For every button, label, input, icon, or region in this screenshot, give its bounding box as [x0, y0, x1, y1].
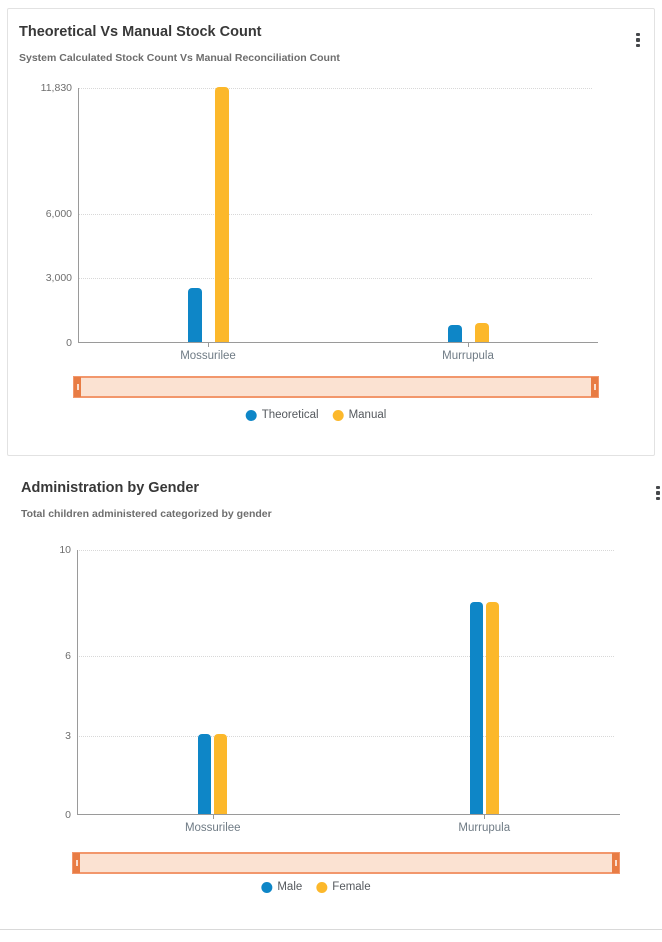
bar-theoretical-mossurilee[interactable] — [187, 288, 202, 342]
gridline — [78, 278, 592, 280]
bar-theoretical-murrupula[interactable] — [447, 325, 462, 342]
gridline — [77, 735, 614, 737]
bar-manual-mossurilee[interactable] — [214, 87, 229, 342]
bar-male-mossurilee[interactable] — [198, 734, 212, 814]
card-subtitle: Total children administered categorized … — [21, 508, 272, 520]
y-axis-tick-label: 0 — [66, 337, 72, 349]
gridline — [77, 656, 614, 657]
kebab-menu-icon[interactable] — [630, 29, 646, 51]
legend-item-theoretical[interactable]: Theoretical — [245, 409, 319, 421]
x-axis-line — [77, 814, 620, 815]
legend-label: Manual — [348, 409, 387, 421]
range-handle-left[interactable] — [73, 853, 80, 873]
gridline — [77, 550, 614, 551]
legend-label: Theoretical — [261, 409, 319, 421]
kebab-dot — [656, 496, 660, 501]
gridline — [78, 88, 592, 89]
stock-count-card: Theoretical Vs Manual Stock Count System… — [7, 8, 655, 456]
category-label: Murrupula — [442, 350, 494, 362]
kebab-dot — [656, 491, 660, 495]
kebab-dot — [656, 485, 660, 490]
legend-dot — [316, 881, 328, 893]
y-axis-tick-label: 6,000 — [45, 207, 72, 220]
x-axis-tick — [212, 815, 214, 819]
legend-label: Male — [277, 881, 303, 893]
stock-count-bar-chart: 0 3,000 6,000 11,830 Mossurilee Murrupula — [41, 82, 598, 362]
legend-item-manual[interactable]: Manual — [332, 409, 387, 421]
bar-male-murrupula[interactable] — [469, 602, 483, 814]
range-selector[interactable] — [73, 376, 599, 398]
gridline — [78, 213, 592, 215]
category-label: Murrupula — [458, 822, 511, 834]
x-axis-tick — [484, 815, 486, 819]
bar-female-murrupula[interactable] — [485, 602, 499, 814]
y-axis-tick-label: 11,830 — [40, 82, 72, 94]
y-axis-tick-label: 10 — [59, 544, 71, 556]
legend-label: Female — [332, 881, 371, 893]
bar-manual-murrupula[interactable] — [474, 323, 489, 342]
category-label: Mossurilee — [184, 822, 241, 834]
y-axis-tick-label: 3,000 — [45, 272, 72, 285]
legend-dot — [245, 409, 257, 421]
x-axis-tick — [208, 343, 209, 347]
category-label: Mossurilee — [180, 350, 236, 362]
y-axis-tick-label: 0 — [65, 809, 71, 821]
legend-dot — [261, 881, 273, 893]
kebab-menu-icon[interactable] — [650, 482, 662, 504]
chart-legend: Male Female — [261, 881, 371, 893]
x-axis-tick — [468, 343, 469, 347]
range-handle-right[interactable] — [612, 853, 619, 873]
gender-bar-chart: 0 3 6 10 Mossurilee Murrupula — [59, 544, 620, 834]
range-handle-left[interactable] — [74, 377, 81, 397]
legend-dot — [332, 409, 344, 421]
card-title: Administration by Gender — [21, 480, 200, 496]
legend-item-female[interactable]: Female — [316, 881, 371, 893]
chart-legend: Theoretical Manual — [245, 409, 387, 421]
range-selector[interactable] — [72, 852, 620, 874]
y-axis-line — [77, 550, 78, 815]
kebab-dot — [636, 38, 640, 42]
y-axis-line — [78, 88, 79, 343]
card-subtitle: System Calculated Stock Count Vs Manual … — [19, 52, 340, 64]
legend-item-male[interactable]: Male — [261, 881, 302, 893]
kebab-dot — [636, 43, 640, 48]
range-handle-right[interactable] — [591, 377, 598, 397]
bar-female-mossurilee[interactable] — [214, 734, 228, 814]
card-title: Theoretical Vs Manual Stock Count — [19, 24, 262, 40]
x-axis-line — [78, 342, 598, 343]
gender-administration-card: Administration by Gender Total children … — [0, 462, 662, 930]
kebab-dot — [636, 32, 640, 37]
y-axis-tick-label: 6 — [65, 650, 71, 662]
y-axis-tick-label: 3 — [65, 729, 71, 742]
